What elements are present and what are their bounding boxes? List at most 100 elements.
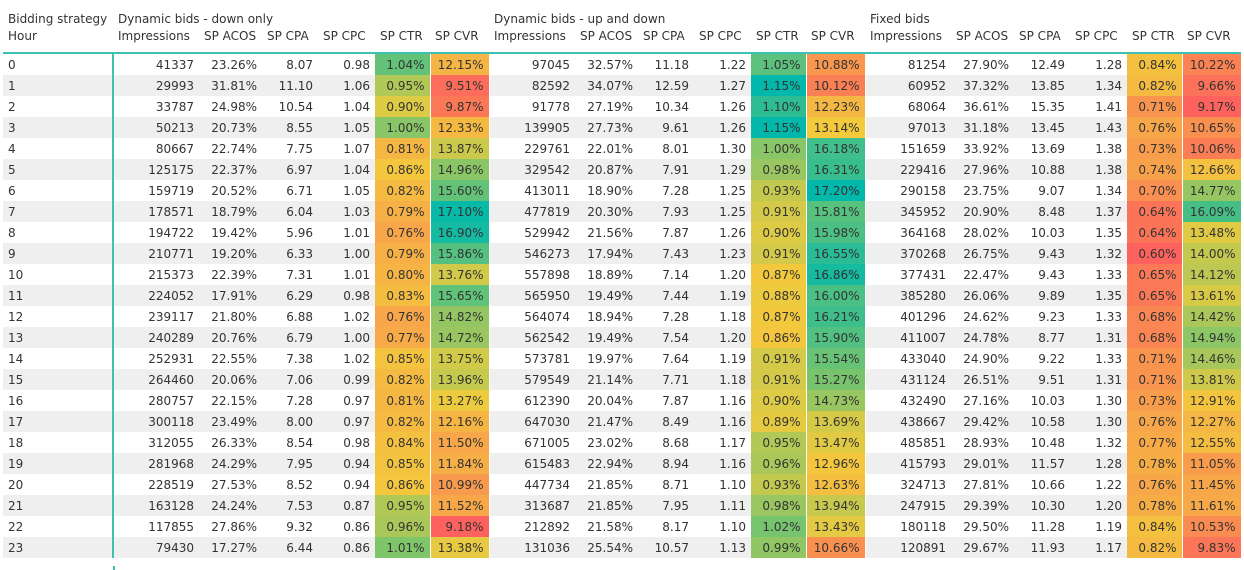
column-header[interactable]: SP ACOS — [956, 29, 1009, 43]
hour-cell: 12 — [3, 306, 114, 327]
cvr-cell: 16.21% — [806, 306, 866, 327]
group-header[interactable]: Dynamic bids - up and down — [494, 12, 666, 26]
impressions-cell: 565950 — [489, 285, 575, 306]
hour-cell: 21 — [3, 495, 114, 516]
cpc-cell: 0.97 — [318, 411, 375, 432]
impressions-cell: 131036 — [489, 537, 575, 558]
cpc-cell: 1.18 — [719, 309, 746, 324]
cpa-cell: 9.07 — [1038, 183, 1066, 198]
ctr-cell: 0.79% — [375, 243, 431, 264]
cpa-cell: 6.79 — [262, 327, 318, 348]
cvr-cell: 12.33% — [430, 117, 490, 138]
ctr-cell: 1.15% — [751, 75, 807, 96]
acos-cell: 17.91% — [199, 285, 262, 306]
column-header[interactable]: SP CTR — [1132, 29, 1175, 43]
table-row: 9 210771 19.20% 6.33 1.00 0.79% 15.86% 546273 17… — [3, 243, 1242, 264]
hour-cell: 23 — [3, 537, 114, 558]
cvr-cell: 13.87% — [430, 138, 490, 159]
column-header[interactable]: SP CTR — [756, 29, 799, 43]
column-header[interactable]: Impressions — [118, 29, 190, 43]
cpa-cell: 8.48 — [1014, 201, 1071, 222]
impressions-cell: 159719 — [148, 183, 194, 198]
column-header[interactable]: SP CPC — [1075, 29, 1118, 43]
cpc-cell: 0.98 — [318, 285, 375, 306]
impressions-cell: 477819 — [489, 201, 575, 222]
group-header[interactable]: Fixed bids — [870, 12, 930, 26]
ctr-cell: 1.01% — [375, 537, 431, 558]
cpc-cell: 1.16 — [719, 393, 746, 408]
cpc-cell: 1.20 — [694, 327, 751, 348]
ctr-cell: 1.15% — [751, 117, 807, 138]
column-header[interactable]: SP CPC — [323, 29, 366, 43]
impressions-cell: 411007 — [865, 327, 952, 348]
column-header[interactable]: SP CVR — [435, 29, 479, 43]
impressions-cell: 228519 — [148, 477, 194, 492]
impressions-cell: 364168 — [900, 225, 947, 240]
ctr-cell: 0.86% — [375, 474, 431, 495]
cpa-cell: 8.68 — [662, 435, 689, 450]
impressions-cell: 438667 — [865, 411, 952, 432]
hour-cell: 15 — [3, 369, 114, 390]
impressions-cell: 377431 — [900, 267, 947, 282]
cpa-cell: 11.93 — [1014, 537, 1071, 558]
cpa-cell: 7.71 — [638, 369, 694, 390]
cvr-cell: 15.65% — [430, 285, 490, 306]
acos-cell: 27.73% — [575, 117, 638, 138]
table-row: 8 194722 19.42% 5.96 1.01 0.76% 16.90% 529942 21… — [3, 222, 1242, 243]
ctr-cell: 0.71% — [1127, 96, 1183, 117]
group-header[interactable]: Dynamic bids - down only — [118, 12, 274, 26]
impressions-cell: 117855 — [148, 519, 194, 534]
column-header[interactable]: SP CVR — [811, 29, 855, 43]
acos-cell: 36.61% — [963, 99, 1010, 114]
acos-cell: 24.98% — [211, 99, 257, 114]
hour-label[interactable]: Hour — [8, 29, 37, 43]
acos-cell: 29.67% — [951, 537, 1015, 558]
cpc-cell: 1.28 — [1070, 453, 1128, 474]
cvr-cell: 14.73% — [806, 390, 866, 411]
cpc-cell: 1.30 — [1070, 411, 1128, 432]
ctr-cell: 0.60% — [1127, 243, 1183, 264]
cpa-cell: 8.17 — [662, 519, 689, 534]
ctr-cell: 0.80% — [375, 264, 431, 285]
column-header[interactable]: SP CTR — [380, 29, 423, 43]
impressions-cell: 329542 — [489, 159, 575, 180]
impressions-cell: 178571 — [113, 201, 199, 222]
cpa-cell: 10.30 — [1014, 495, 1071, 516]
acos-cell: 27.53% — [211, 477, 257, 492]
acos-cell: 19.49% — [575, 285, 638, 306]
ctr-cell: 0.74% — [1127, 159, 1183, 180]
column-header[interactable]: SP ACOS — [204, 29, 257, 43]
column-header[interactable]: SP CPA — [643, 29, 685, 43]
impressions-cell: 194722 — [148, 225, 194, 240]
acos-cell: 27.19% — [587, 99, 633, 114]
acos-cell: 20.52% — [211, 183, 257, 198]
impressions-cell: 29993 — [113, 75, 199, 96]
column-header[interactable]: SP CPA — [267, 29, 309, 43]
cpc-cell: 1.33 — [1095, 351, 1123, 366]
cpc-cell: 1.19 — [694, 285, 751, 306]
column-header[interactable]: Impressions — [870, 29, 942, 43]
column-header[interactable]: SP CVR — [1187, 29, 1231, 43]
table-row: 14 252931 22.55% 7.38 1.02 0.85% 13.75% 573781 1… — [3, 348, 1242, 369]
cpc-cell: 1.35 — [1070, 285, 1128, 306]
acos-cell: 24.29% — [199, 453, 262, 474]
column-header[interactable]: SP CPC — [699, 29, 742, 43]
cvr-cell: 10.66% — [806, 537, 866, 558]
column-header[interactable]: SP CPA — [1019, 29, 1061, 43]
acos-cell: 21.58% — [587, 519, 633, 534]
column-header[interactable]: SP ACOS — [580, 29, 633, 43]
cvr-cell: 16.00% — [806, 285, 866, 306]
cpa-cell: 7.91 — [638, 159, 694, 180]
table-row: 12 239117 21.80% 6.88 1.02 0.76% 14.82% 564074 1… — [3, 306, 1242, 327]
cpc-cell: 1.06 — [318, 75, 375, 96]
ctr-cell: 1.05% — [751, 54, 807, 75]
ctr-cell: 0.91% — [751, 243, 807, 264]
cvr-cell: 13.75% — [430, 348, 490, 369]
table-row: 17 300118 23.49% 8.00 0.97 0.82% 12.16% 647030 2… — [3, 411, 1242, 432]
acos-cell: 32.57% — [587, 57, 633, 72]
column-header[interactable]: Impressions — [494, 29, 566, 43]
cvr-cell: 11.84% — [430, 453, 490, 474]
cpc-cell: 1.22 — [719, 57, 746, 72]
cvr-cell: 12.96% — [806, 453, 866, 474]
cpc-cell: 1.30 — [719, 141, 746, 156]
